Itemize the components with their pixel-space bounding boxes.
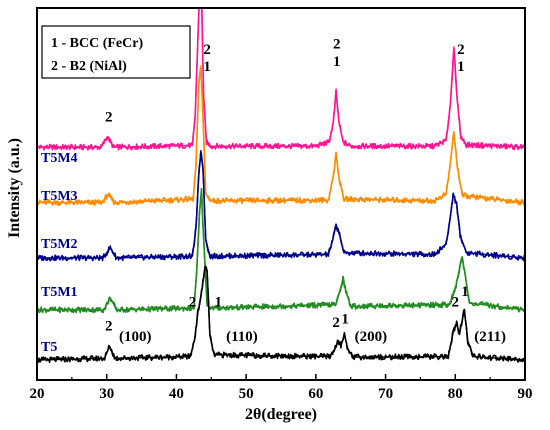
- series-label-t5m1: T5M1: [41, 285, 78, 300]
- peak-annotation: 1: [457, 59, 465, 75]
- series-label-t5m2: T5M2: [41, 237, 78, 252]
- peak-annotation: 2: [189, 294, 197, 310]
- legend-entry-bcc: 1 - BCC (FeCr): [51, 36, 143, 51]
- legend-entry-b2: 2 - B2 (NiAl): [51, 59, 127, 74]
- peak-annotation: 2: [105, 109, 113, 125]
- peak-annotation: (200): [355, 329, 388, 345]
- peak-annotation: 1: [333, 54, 341, 70]
- peak-annotation: 2: [332, 315, 340, 331]
- peak-annotation: 1: [341, 312, 349, 328]
- peak-annotation: 2: [105, 319, 113, 335]
- x-tick-label-50: 50: [239, 386, 254, 402]
- peak-annotation: 2: [452, 294, 460, 310]
- x-tick-label-40: 40: [169, 386, 184, 402]
- series-layer: [37, 8, 525, 364]
- y-axis-title: Intensity (a.u.): [6, 138, 23, 238]
- series-envelope-t5: [37, 265, 525, 361]
- peak-annotation: 2: [457, 42, 465, 58]
- series-line-t5: [37, 265, 525, 364]
- series-label-t5m4: T5M4: [41, 151, 78, 166]
- series-label-t5: T5: [41, 340, 57, 355]
- peak-annotation: 2: [203, 42, 211, 58]
- peak-annotation: 1: [215, 294, 223, 310]
- series-envelope-t5m1: [37, 189, 525, 311]
- x-tick-label-80: 80: [448, 386, 463, 402]
- x-tick-label-60: 60: [308, 386, 323, 402]
- x-tick-label-20: 20: [30, 386, 45, 402]
- peak-annotation: (211): [474, 329, 506, 345]
- peak-annotation: 2: [333, 37, 341, 53]
- peak-annotation: (110): [226, 329, 258, 345]
- series-envelope-t5m2: [37, 149, 525, 259]
- series-label-layer: T5M4 T5M3 T5M2 T5M1 T5: [41, 151, 78, 355]
- peak-annotation: 1: [461, 284, 469, 300]
- x-axis-ticks: 20 30 40 50 60 70 80 90: [30, 374, 533, 402]
- x-tick-label-30: 30: [99, 386, 114, 402]
- peak-annotation: 1: [203, 59, 211, 75]
- series-label-t5m3: T5M3: [41, 189, 78, 204]
- peak-annotation: (100): [119, 329, 152, 345]
- legend-box: 1 - BCC (FeCr) 2 - B2 (NiAl): [41, 25, 191, 79]
- series-envelope-t5m3: [37, 65, 525, 204]
- x-tick-label-90: 90: [518, 386, 533, 402]
- x-tick-label-70: 70: [378, 386, 393, 402]
- series-line-t5m3: [37, 66, 525, 207]
- series-envelope-t5m4: [37, 8, 525, 148]
- x-axis-title: 2θ(degree): [245, 406, 317, 423]
